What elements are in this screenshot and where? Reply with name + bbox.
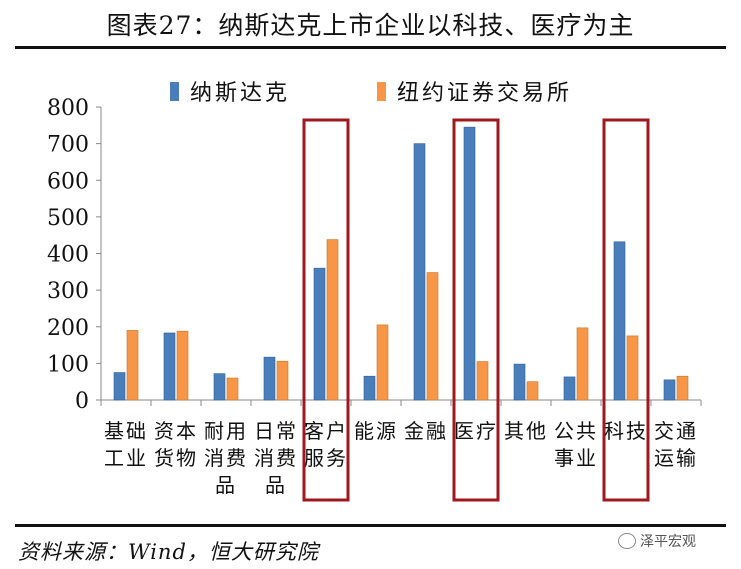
bar-nyse (676, 375, 689, 401)
bar-nasdaq (563, 376, 576, 401)
legend-swatch-nasdaq (170, 82, 179, 101)
bar-nyse (176, 330, 189, 401)
bar-nyse (226, 377, 239, 401)
bar-nasdaq (663, 379, 676, 401)
x-category-label: 耐用 (204, 419, 248, 443)
x-category-label: 客户 (304, 419, 348, 443)
x-category-label: 消费 (204, 446, 248, 470)
legend-label-nyse: 纽约证券交易所 (397, 81, 572, 106)
highlight-box (452, 118, 500, 502)
x-category-label: 金融 (404, 419, 448, 443)
y-tick-label: 400 (47, 243, 89, 268)
y-tick-label: 700 (47, 133, 89, 158)
bar-chart: 0100200300400500600700800基础工业资本货物耐用消费品日常… (47, 81, 702, 502)
source-note: 资料来源：Wind，恒大研究院 (18, 540, 319, 564)
bar-nyse (526, 381, 539, 401)
x-category-label: 工业 (104, 446, 148, 470)
bar-nasdaq (413, 143, 426, 401)
bar-nasdaq (463, 126, 476, 401)
chart-title: 图表27：纳斯达克上市企业以科技、医疗为主 (106, 11, 635, 40)
bar-nasdaq (163, 332, 176, 401)
bar-nyse (376, 324, 389, 401)
bar-nasdaq (313, 267, 326, 401)
x-category-label: 事业 (554, 446, 598, 470)
x-category-label: 能源 (354, 419, 398, 443)
x-category-label: 资本 (154, 419, 198, 443)
x-category-label: 服务 (304, 446, 348, 470)
highlight-box (602, 118, 650, 502)
bar-nasdaq (213, 373, 226, 401)
y-tick-label: 600 (47, 169, 89, 194)
wechat-icon (618, 533, 636, 549)
bar-nyse (126, 330, 139, 401)
bar-nyse (626, 335, 639, 401)
bar-nyse (426, 272, 439, 401)
x-category-label: 科技 (604, 419, 648, 443)
bar-nyse (276, 360, 289, 401)
title-rule (15, 46, 726, 49)
watermark-text: 泽平宏观 (640, 534, 696, 550)
x-category-label: 运输 (654, 446, 698, 470)
legend-label-nasdaq: 纳斯达克 (190, 81, 290, 106)
bar-nasdaq (513, 363, 526, 401)
bar-nasdaq (113, 372, 126, 401)
x-category-label: 货物 (154, 446, 198, 470)
highlight-box (302, 118, 350, 502)
bar-nasdaq (263, 356, 276, 401)
x-category-label: 公共 (554, 419, 598, 443)
y-tick-label: 0 (75, 389, 89, 414)
x-category-label: 医疗 (454, 419, 498, 443)
bar-nasdaq (363, 375, 376, 401)
x-category-label: 日常 (254, 419, 298, 443)
bar-nyse (326, 239, 339, 401)
y-tick-label: 800 (47, 96, 89, 121)
x-category-label: 品 (215, 473, 237, 497)
y-tick-label: 300 (47, 279, 89, 304)
bar-nyse (576, 327, 589, 401)
x-category-label: 基础 (104, 419, 148, 443)
bar-nasdaq (613, 241, 626, 401)
footer-rule (15, 524, 726, 527)
y-tick-label: 100 (47, 352, 89, 377)
watermark: 泽平宏观 (618, 531, 696, 551)
x-category-label: 其他 (504, 419, 548, 443)
x-category-label: 品 (265, 473, 287, 497)
x-category-label: 交通 (654, 419, 698, 443)
y-tick-label: 500 (47, 206, 89, 231)
y-tick-label: 200 (47, 316, 89, 341)
legend-swatch-nyse (377, 82, 386, 101)
x-category-label: 消费 (254, 446, 298, 470)
bar-nyse (476, 361, 489, 401)
